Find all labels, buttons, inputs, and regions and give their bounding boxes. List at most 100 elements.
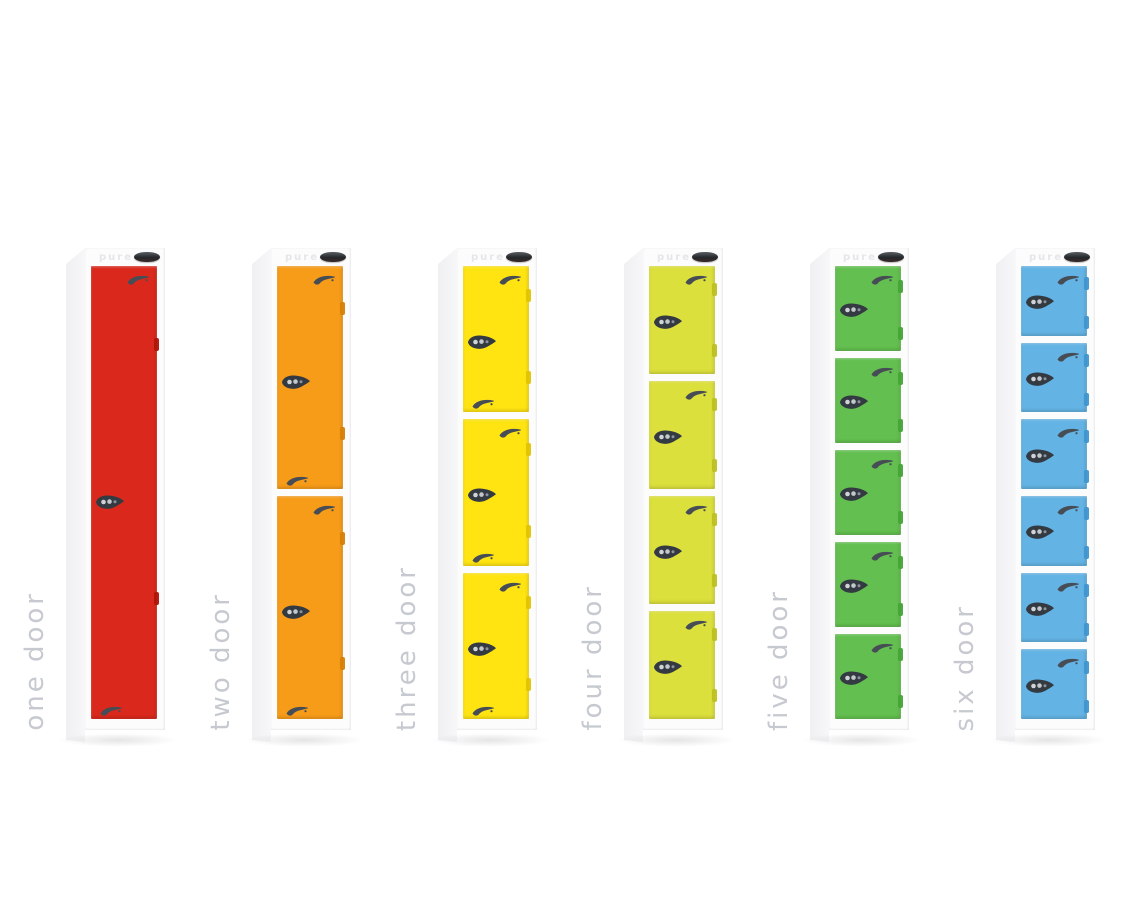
door-hinge bbox=[1084, 469, 1089, 483]
locker-side-panel bbox=[996, 248, 1015, 742]
brand-swoosh-icon bbox=[1056, 578, 1080, 592]
locker-label: four door bbox=[578, 584, 608, 731]
latch-lock-icon bbox=[1025, 448, 1055, 464]
brand-swoosh-icon bbox=[684, 271, 708, 285]
locker-top: pure bbox=[643, 248, 723, 266]
brand-swoosh-icon bbox=[471, 702, 495, 716]
locker-door bbox=[835, 266, 903, 351]
locker-door bbox=[1021, 419, 1089, 490]
door-stack bbox=[1021, 266, 1089, 720]
door-hinge bbox=[526, 678, 531, 691]
brand-badge-icon bbox=[1064, 252, 1090, 262]
locker-door bbox=[649, 496, 717, 604]
brand-badge-icon bbox=[692, 252, 718, 262]
locker-side-panel bbox=[624, 248, 643, 742]
brand-text: pure bbox=[471, 252, 505, 263]
door-hinge bbox=[1084, 316, 1089, 330]
door-hinge bbox=[1084, 583, 1089, 597]
brand-swoosh-icon bbox=[870, 639, 894, 653]
brand-text: pure bbox=[99, 252, 133, 263]
floor-shadow bbox=[616, 733, 736, 747]
locker-top: pure bbox=[85, 248, 165, 266]
brand-swoosh-icon bbox=[285, 472, 309, 486]
locker-door bbox=[835, 358, 903, 443]
brand-swoosh-icon bbox=[498, 578, 522, 592]
brand-swoosh-icon bbox=[498, 424, 522, 438]
locker-top: pure bbox=[457, 248, 537, 266]
door-hinge bbox=[1084, 277, 1089, 291]
door-hinge bbox=[712, 573, 717, 587]
door-hinge bbox=[898, 419, 903, 433]
brand-swoosh-icon bbox=[684, 386, 708, 400]
door-hinge bbox=[1084, 699, 1089, 713]
locker-door bbox=[1021, 342, 1089, 413]
latch-lock-icon bbox=[95, 494, 125, 510]
brand-swoosh-icon bbox=[471, 549, 495, 563]
locker-cabinet: pure bbox=[829, 248, 909, 730]
latch-lock-icon bbox=[839, 578, 869, 594]
door-stack bbox=[649, 266, 717, 719]
door-hinge bbox=[526, 524, 531, 538]
door-hinge bbox=[526, 289, 531, 303]
locker-door bbox=[463, 419, 531, 566]
locker-top: pure bbox=[829, 248, 909, 266]
latch-lock-icon bbox=[839, 302, 869, 318]
locker-door bbox=[649, 381, 717, 489]
locker-door bbox=[463, 266, 531, 413]
locker-top: pure bbox=[271, 248, 351, 266]
door-hinge bbox=[154, 338, 159, 352]
brand-text: pure bbox=[657, 252, 691, 263]
door-hinge bbox=[898, 511, 903, 525]
door-hinge bbox=[712, 628, 717, 642]
locker-group-one-door: one door pure bbox=[20, 248, 178, 753]
locker-label: three door bbox=[392, 564, 422, 731]
brand-swoosh-icon bbox=[99, 702, 123, 716]
brand-text: pure bbox=[843, 252, 877, 263]
door-hinge bbox=[526, 596, 531, 610]
door-stack bbox=[463, 266, 531, 719]
brand-badge-icon bbox=[320, 252, 346, 262]
locker-cabinet: pure bbox=[85, 248, 165, 730]
locker-door bbox=[835, 634, 903, 719]
locker-group-two-door: two door pure bbox=[206, 248, 364, 753]
locker-door bbox=[835, 450, 903, 535]
brand-swoosh-icon bbox=[312, 501, 336, 515]
brand-swoosh-icon bbox=[1056, 348, 1080, 362]
latch-lock-icon bbox=[1025, 678, 1055, 694]
door-hinge bbox=[712, 343, 717, 357]
locker-label: six door bbox=[950, 603, 980, 731]
locker-side-panel bbox=[66, 248, 85, 742]
latch-lock-icon bbox=[839, 394, 869, 410]
brand-swoosh-icon bbox=[471, 395, 495, 409]
brand-swoosh-icon bbox=[312, 271, 336, 285]
brand-badge-icon bbox=[134, 252, 160, 262]
locker-door bbox=[1021, 649, 1089, 720]
latch-lock-icon bbox=[467, 334, 497, 350]
door-hinge bbox=[526, 442, 531, 456]
latch-lock-icon bbox=[467, 487, 497, 503]
door-hinge bbox=[340, 426, 345, 440]
locker-cabinet: pure bbox=[457, 248, 537, 730]
latch-lock-icon bbox=[281, 604, 311, 620]
brand-text: pure bbox=[285, 252, 319, 263]
brand-swoosh-icon bbox=[285, 702, 309, 716]
locker-side-panel bbox=[252, 248, 271, 742]
brand-swoosh-icon bbox=[1056, 424, 1080, 438]
brand-swoosh-icon bbox=[498, 271, 522, 285]
locker-label: two door bbox=[206, 592, 236, 731]
locker-door bbox=[277, 266, 345, 489]
door-hinge bbox=[898, 647, 903, 661]
door-hinge bbox=[898, 463, 903, 477]
door-hinge bbox=[1084, 507, 1089, 521]
locker-label: five door bbox=[764, 588, 794, 731]
latch-lock-icon bbox=[467, 641, 497, 657]
door-hinge bbox=[1084, 546, 1089, 560]
brand-swoosh-icon bbox=[1056, 501, 1080, 515]
door-hinge bbox=[712, 458, 717, 472]
brand-swoosh-icon bbox=[126, 271, 150, 285]
brand-swoosh-icon bbox=[1056, 271, 1080, 285]
locker-group-three-door: three door pure bbox=[392, 248, 550, 753]
brand-swoosh-icon bbox=[684, 616, 708, 630]
door-hinge bbox=[1084, 392, 1089, 406]
door-hinge bbox=[1084, 430, 1089, 444]
